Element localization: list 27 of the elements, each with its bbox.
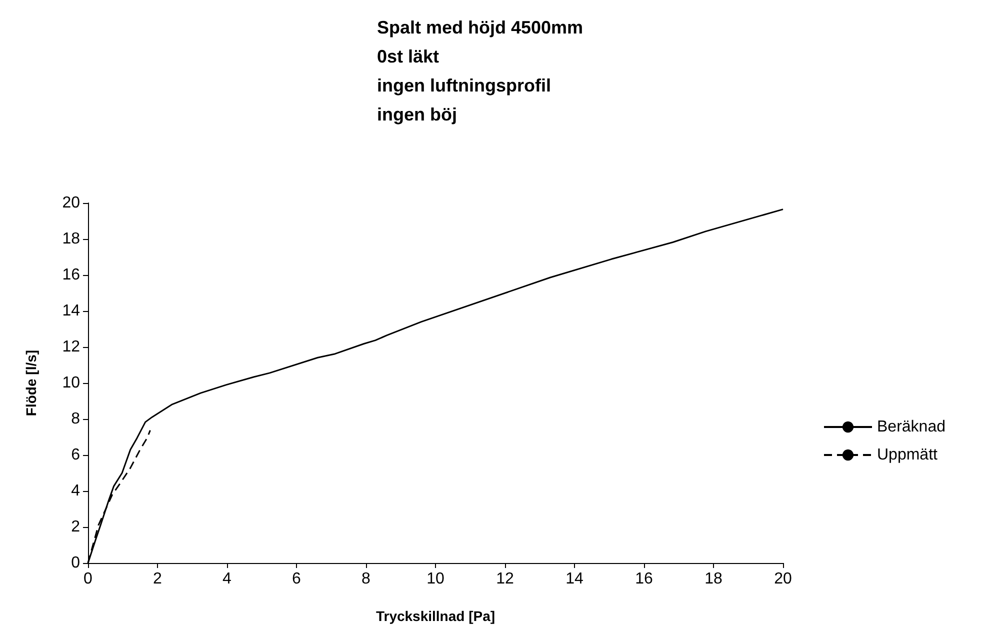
x-tick-label: 18 bbox=[704, 570, 722, 588]
y-tick-label: 18 bbox=[62, 230, 80, 248]
chart-title: Spalt med höjd 4500mm 0st läkt ingen luftningsprofil ingen böj bbox=[377, 18, 584, 124]
y-tick-label: 20 bbox=[62, 194, 80, 212]
x-tick-label: 0 bbox=[84, 570, 93, 588]
x-tick-label: 20 bbox=[774, 570, 792, 588]
y-tick-label: 6 bbox=[71, 446, 80, 464]
y-tick-label: 14 bbox=[62, 302, 80, 320]
x-tick-label: 16 bbox=[635, 570, 653, 588]
x-tick-label: 12 bbox=[496, 570, 514, 588]
x-tick-label: 10 bbox=[426, 570, 444, 588]
y-tick-label: 12 bbox=[62, 338, 80, 356]
y-tick-label: 4 bbox=[71, 482, 80, 500]
legend-label: Uppmätt bbox=[877, 446, 938, 464]
legend-label: Beräknad bbox=[877, 418, 946, 436]
x-tick-label: 6 bbox=[292, 570, 302, 588]
y-tick-label: 0 bbox=[71, 554, 80, 572]
x-axis-title: Tryckskillnad [Pa] bbox=[376, 608, 496, 624]
y-tick-label: 10 bbox=[62, 374, 80, 392]
x-tick-label: 8 bbox=[362, 570, 371, 588]
x-tick-label: 14 bbox=[566, 570, 584, 588]
x-tick-label: 4 bbox=[222, 570, 232, 588]
y-tick-label: 2 bbox=[71, 518, 80, 536]
y-tick-label: 16 bbox=[62, 266, 80, 284]
y-tick-label: 8 bbox=[71, 410, 80, 428]
x-tick-label: 2 bbox=[153, 570, 162, 588]
y-axis-title: Flöde [l/s] bbox=[23, 350, 39, 416]
